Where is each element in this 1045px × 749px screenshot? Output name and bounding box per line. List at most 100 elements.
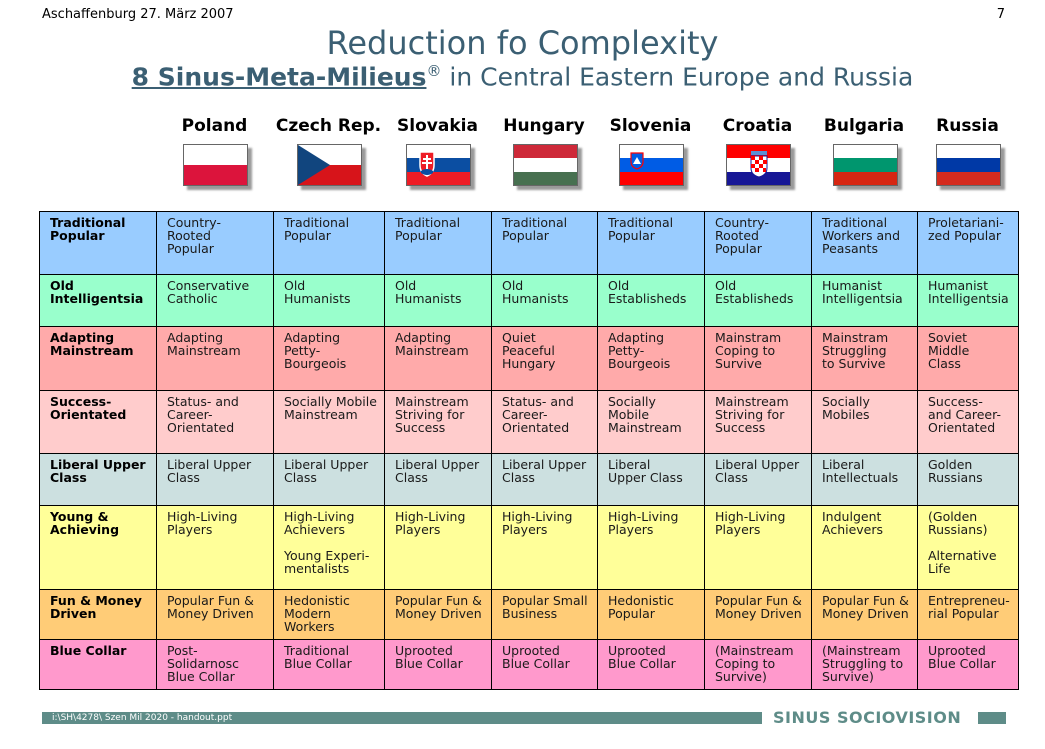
milieu-cell-croatia: Country- Rooted Popular (704, 211, 812, 275)
milieu-cell-slovakia: Adapting Mainstream (384, 326, 492, 391)
milieu-cell-bulgaria: Liberal Intellectuals (811, 453, 918, 506)
milieu-cell-poland: Conservative Catholic (156, 274, 274, 327)
milieu-cell-slovenia: Hedonistic Popular (597, 589, 705, 640)
country-label-slovenia: Slovenia (609, 116, 692, 136)
country-label-czech-rep: Czech Rep. (275, 116, 382, 136)
table-row-young-achieving: Young & Achieving High-Living Players High-L… (39, 505, 1019, 590)
flag-russia-icon (936, 144, 1001, 186)
table-row-liberal-upper-class: Liberal Upper Class Liberal Upper Class Libe… (39, 453, 1019, 506)
milieu-cell-slovakia: High-Living Players (384, 505, 492, 590)
milieu-cell-hungary: Old Humanists (491, 274, 598, 327)
country-label-slovakia: Slovakia (397, 116, 478, 136)
slide-title: Reduction fo Complexity (326, 24, 719, 62)
milieu-cell-hungary: Uprooted Blue Collar (491, 639, 598, 690)
row-header-adapting-mainstream: Adapting Mainstream (39, 326, 157, 391)
flag-czech-rep-icon (297, 144, 362, 186)
flag-slovakia-icon (406, 144, 471, 186)
milieu-cell-poland: Status- and Career- Orientated (156, 390, 274, 454)
milieu-cell-slovenia: Uprooted Blue Collar (597, 639, 705, 690)
milieu-cell-poland: Country- Rooted Popular (156, 211, 274, 275)
milieu-cell-poland: Adapting Mainstream (156, 326, 274, 391)
registered-mark: ® (426, 62, 442, 80)
milieu-cell-czech-rep: Hedonistic Modern Workers (273, 589, 385, 640)
milieu-cell-czech-rep: Traditional Blue Collar (273, 639, 385, 690)
milieu-cell-poland: Popular Fun & Money Driven (156, 589, 274, 640)
milieu-cell-croatia: Liberal Upper Class (704, 453, 812, 506)
flag-poland-icon (183, 144, 248, 186)
milieu-cell-poland: Post- Solidarnosc Blue Collar (156, 639, 274, 690)
milieu-cell-poland: Liberal Upper Class (156, 453, 274, 506)
milieu-cell-bulgaria: Indulgent Achievers (811, 505, 918, 590)
milieu-cell-czech-rep: Adapting Petty- Bourgeois (273, 326, 385, 391)
table-row-old-intelligentsia: Old Intelligentsia Conservative Catholic Ol… (39, 274, 1019, 327)
milieu-cell-slovenia: Old Establisheds (597, 274, 705, 327)
page-number: 7 (996, 7, 1005, 22)
milieu-cell-slovakia: Uprooted Blue Collar (384, 639, 492, 690)
row-header-success-orientated: Success- Orientated (39, 390, 157, 454)
milieu-cell-hungary: High-Living Players (491, 505, 598, 590)
milieu-cell-hungary: Liberal Upper Class (491, 453, 598, 506)
milieu-cell-bulgaria: Mainstram Struggling to Survive (811, 326, 918, 391)
flag-hungary-icon (513, 144, 578, 186)
header-location-date: Aschaffenburg 27. März 2007 (42, 7, 234, 22)
row-header-blue-collar: Blue Collar (39, 639, 157, 690)
country-label-russia: Russia (936, 116, 999, 136)
milieu-cell-croatia: Mainstram Coping to Survive (704, 326, 812, 391)
milieu-cell-slovakia: Mainstream Striving for Success (384, 390, 492, 454)
table-row-fun-money-driven: Fun & Money Driven Popular Fun & Money Driv… (39, 589, 1019, 640)
milieu-cell-hungary: Quiet Peaceful Hungary (491, 326, 598, 391)
slide-subtitle: 8 Sinus-Meta-Milieus® in Central Eastern… (0, 62, 1045, 91)
milieu-cell-russia: Proletariani-zed Popular (917, 211, 1019, 275)
milieu-cell-croatia: High-Living Players (704, 505, 812, 590)
milieu-cell-croatia: Popular Fun & Money Driven (704, 589, 812, 640)
subtitle-underlined: 8 Sinus-Meta-Milieus (131, 62, 427, 92)
milieu-cell-croatia: Old Establisheds (704, 274, 812, 327)
flag-bulgaria-icon (833, 144, 898, 186)
country-label-poland: Poland (181, 116, 248, 136)
footer-file-path: i:\SH\4278\ Szen Mil 2020 - handout.ppt (42, 712, 762, 724)
flag-slovenia-icon (619, 144, 684, 186)
milieu-cell-russia: Humanist Intelligentsia (917, 274, 1019, 327)
milieu-cell-croatia: Mainstream Striving for Success (704, 390, 812, 454)
flag-croatia-icon (726, 144, 791, 186)
table-row-traditional-popular: Traditional Popular Country- Rooted Popular… (39, 211, 1019, 275)
milieu-cell-hungary: Status- and Career- Orientated (491, 390, 598, 454)
milieu-table: Traditional Popular Country- Rooted Popular… (39, 211, 1019, 690)
footer-brand-logo: SINUS SOCIOVISION (773, 708, 962, 727)
row-header-fun-money-driven: Fun & Money Driven (39, 589, 157, 640)
milieu-cell-czech-rep: High-Living Achievers Young Experi-mentali… (273, 505, 385, 590)
milieu-cell-slovenia: Traditional Popular (597, 211, 705, 275)
row-header-old-intelligentsia: Old Intelligentsia (39, 274, 157, 327)
milieu-cell-czech-rep: Socially Mobile Mainstream (273, 390, 385, 454)
milieu-cell-slovakia: Old Humanists (384, 274, 492, 327)
milieu-cell-bulgaria: Humanist Intelligentsia (811, 274, 918, 327)
milieu-cell-slovenia: Socially Mobile Mainstream (597, 390, 705, 454)
milieu-cell-czech-rep: Old Humanists (273, 274, 385, 327)
milieu-cell-poland: High-Living Players (156, 505, 274, 590)
milieu-cell-czech-rep: Traditional Popular (273, 211, 385, 275)
milieu-cell-russia: (Golden Russians) Alternative Life (917, 505, 1019, 590)
milieu-cell-bulgaria: Traditional Workers and Peasants (811, 211, 918, 275)
milieu-cell-bulgaria: Socially Mobiles (811, 390, 918, 454)
row-header-traditional-popular: Traditional Popular (39, 211, 157, 275)
row-header-liberal-upper-class: Liberal Upper Class (39, 453, 157, 506)
milieu-cell-russia: Entrepreneu-rial Popular (917, 589, 1019, 640)
milieu-cell-russia: Soviet Middle Class (917, 326, 1019, 391)
milieu-cell-bulgaria: (Mainstream Struggling to Survive) (811, 639, 918, 690)
milieu-cell-russia: Success-and Career- Orientated (917, 390, 1019, 454)
milieu-cell-russia: Uprooted Blue Collar (917, 639, 1019, 690)
milieu-cell-hungary: Traditional Popular (491, 211, 598, 275)
milieu-cell-hungary: Popular Small Business (491, 589, 598, 640)
table-row-success-orientated: Success- Orientated Status- and Career- Orie… (39, 390, 1019, 454)
milieu-cell-slovakia: Traditional Popular (384, 211, 492, 275)
table-row-blue-collar: Blue Collar Post- Solidarnosc Blue Collar Tr… (39, 639, 1019, 690)
milieu-cell-bulgaria: Popular Fun & Money Driven (811, 589, 918, 640)
footer-accent-square (978, 712, 1006, 724)
country-label-croatia: Croatia (722, 116, 793, 136)
milieu-cell-slovenia: Adapting Petty- Bourgeois (597, 326, 705, 391)
country-label-hungary: Hungary (503, 116, 585, 136)
country-label-bulgaria: Bulgaria (823, 116, 905, 136)
milieu-cell-czech-rep: Liberal Upper Class (273, 453, 385, 506)
milieu-cell-croatia: (Mainstream Coping to Survive) (704, 639, 812, 690)
subtitle-rest: in Central Eastern Europe and Russia (441, 62, 914, 92)
